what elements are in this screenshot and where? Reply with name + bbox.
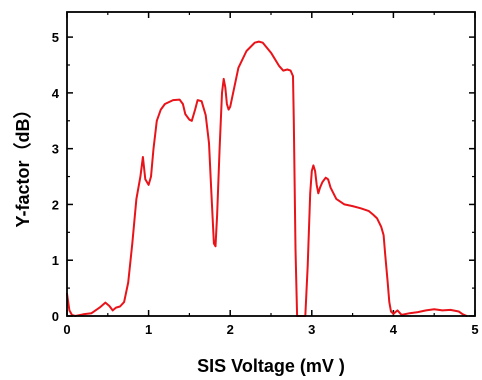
y-tick-label: 1	[52, 253, 59, 268]
y-tick-label: 0	[52, 309, 59, 324]
x-tick-label: 1	[145, 322, 152, 337]
y-tick-label: 3	[52, 142, 59, 157]
x-tick-label: 5	[471, 322, 478, 337]
y-tick-label: 2	[52, 197, 59, 212]
data-layer	[66, 40, 468, 317]
x-tick-label: 2	[227, 322, 234, 337]
x-axis-label: SIS Voltage (mV )	[197, 356, 345, 376]
y-tick-label: 4	[52, 86, 60, 101]
plot-frame	[66, 11, 476, 317]
series-line	[66, 40, 468, 317]
x-tick-label: 0	[63, 322, 70, 337]
x-tick-label: 4	[390, 322, 398, 337]
ticks-layer: 0 1 2 3 4 5 0 1 2 3 4 5	[52, 12, 479, 337]
labels-layer: SIS Voltage (mV ) Y-factor（dB）	[13, 100, 345, 376]
x-tick-label: 3	[308, 322, 315, 337]
y-tick-label: 5	[52, 30, 59, 45]
y-axis-label: Y-factor（dB）	[13, 100, 33, 227]
